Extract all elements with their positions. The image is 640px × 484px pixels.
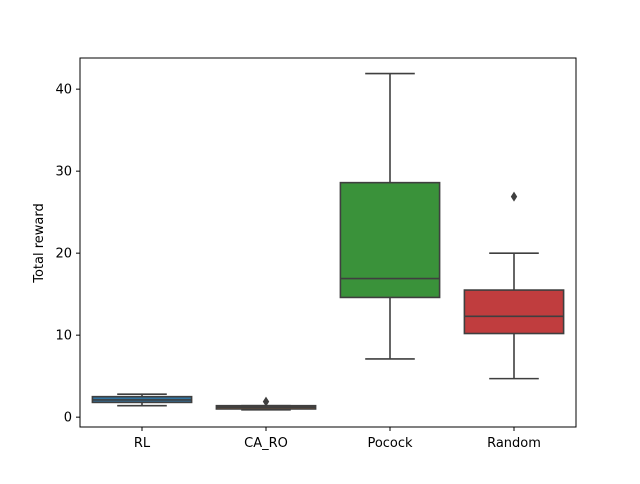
y-axis-label: Total reward (32, 203, 47, 284)
y-axis: 0 10 20 30 40 (55, 83, 80, 426)
y-tick-label: 10 (55, 329, 72, 344)
x-axis: RL CA_RO Pocock Random (134, 427, 541, 451)
iqr-box (339, 181, 441, 299)
x-tick-label: Random (487, 436, 541, 451)
outlier-marker (510, 191, 518, 202)
boxes-layer (91, 72, 565, 411)
box-group (215, 396, 317, 411)
y-tick-label: 0 (64, 411, 72, 426)
x-tick-label: RL (134, 436, 151, 451)
y-tick-label: 30 (55, 165, 72, 180)
outlier-marker (262, 396, 270, 407)
y-tick-label: 40 (55, 83, 72, 98)
box-group (339, 72, 441, 360)
iqr-box (463, 289, 565, 335)
x-tick-label: Pocock (367, 436, 413, 451)
plot-frame (79, 57, 577, 428)
box-group (91, 393, 193, 407)
box-group (463, 191, 565, 380)
x-tick-label: CA_RO (244, 436, 288, 451)
y-tick-label: 20 (55, 247, 72, 262)
